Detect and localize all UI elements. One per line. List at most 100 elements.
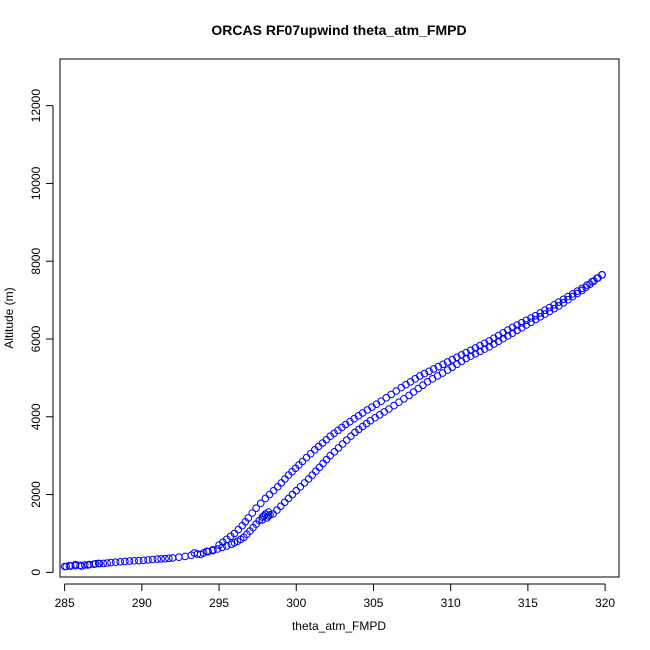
x-tick-label: 320 xyxy=(595,596,615,610)
data-point xyxy=(457,351,466,359)
data-point xyxy=(261,510,270,518)
data-point xyxy=(300,479,309,487)
chart-title: ORCAS RF07upwind theta_atm_FMPD xyxy=(211,22,466,38)
data-point xyxy=(161,554,169,563)
data-point xyxy=(139,556,148,565)
y-tick-label: 6000 xyxy=(29,325,43,352)
data-point xyxy=(153,555,162,563)
data-point xyxy=(588,277,596,286)
x-axis-label: theta_atm_FMPD xyxy=(292,619,386,633)
data-point xyxy=(90,560,98,568)
data-point xyxy=(296,482,305,491)
data-point xyxy=(302,453,311,462)
data-point xyxy=(527,314,535,322)
data-point xyxy=(390,401,398,410)
data-point xyxy=(238,521,247,530)
data-point xyxy=(111,558,120,567)
data-point xyxy=(209,545,217,554)
x-axis: 285 290 295 300 305 310 315 320 xyxy=(55,583,615,610)
data-point xyxy=(434,362,443,371)
data-point xyxy=(168,554,177,562)
data-point xyxy=(103,559,111,567)
plot-frame xyxy=(59,58,620,578)
data-point xyxy=(277,502,285,511)
data-point xyxy=(60,562,69,571)
data-point xyxy=(269,510,277,518)
data-point xyxy=(429,365,438,373)
data-point xyxy=(248,509,257,517)
data-point xyxy=(382,394,391,402)
data-point xyxy=(405,391,413,400)
data-point xyxy=(439,360,447,369)
data-point xyxy=(400,394,408,403)
data-point xyxy=(392,387,401,395)
y-axis: 0 2000 4000 6000 8000 10000 12000 xyxy=(29,89,54,576)
data-point xyxy=(258,516,267,524)
data-point xyxy=(397,383,406,392)
data-point xyxy=(144,556,152,564)
data-point xyxy=(234,525,243,534)
data-point xyxy=(218,543,226,552)
data-point xyxy=(310,446,319,454)
data-point xyxy=(531,311,540,320)
data-point xyxy=(288,490,297,499)
data-point xyxy=(448,355,457,364)
data-point xyxy=(513,321,521,329)
data-point xyxy=(165,554,173,563)
data-point xyxy=(480,339,489,348)
data-point xyxy=(485,337,494,345)
data-point xyxy=(522,316,531,325)
data-point xyxy=(420,369,429,378)
data-point xyxy=(443,358,452,366)
data-point xyxy=(196,550,205,559)
data-point xyxy=(134,556,143,565)
data-point xyxy=(466,346,475,355)
data-point xyxy=(261,494,270,503)
y-tick-label: 2000 xyxy=(29,481,43,508)
data-point xyxy=(148,555,157,564)
data-point xyxy=(222,542,231,550)
data-point xyxy=(116,558,125,566)
data-point xyxy=(387,390,396,399)
data-point xyxy=(342,436,351,444)
data-point xyxy=(351,428,359,437)
data-point xyxy=(256,499,265,508)
data-point xyxy=(252,504,260,512)
x-tick-label: 310 xyxy=(441,596,461,610)
data-point xyxy=(598,271,606,279)
data-point xyxy=(284,494,293,503)
data-point xyxy=(347,432,355,441)
data-point xyxy=(121,557,129,566)
data-point xyxy=(330,447,339,456)
data-point xyxy=(280,498,289,507)
data-point xyxy=(157,555,165,563)
y-tick-label: 12000 xyxy=(29,89,43,123)
x-tick-label: 295 xyxy=(209,596,229,610)
y-tick-label: 0 xyxy=(29,569,43,576)
data-point xyxy=(269,486,278,495)
data-point xyxy=(338,440,347,448)
x-tick-label: 290 xyxy=(132,596,152,610)
x-tick-label: 285 xyxy=(55,596,75,610)
x-tick-label: 300 xyxy=(286,596,306,610)
data-point xyxy=(462,348,470,357)
data-point xyxy=(425,367,433,376)
data-point xyxy=(213,545,222,553)
y-tick-label: 10000 xyxy=(29,166,43,200)
y-tick-label: 4000 xyxy=(29,403,43,430)
data-point xyxy=(125,557,134,565)
data-point xyxy=(265,490,274,499)
data-point xyxy=(593,274,601,283)
data-point xyxy=(227,540,236,549)
data-point xyxy=(273,482,282,491)
y-tick-label: 8000 xyxy=(29,248,43,275)
x-tick-label: 315 xyxy=(518,596,538,610)
data-point xyxy=(395,398,403,406)
data-point xyxy=(476,341,484,350)
data-point xyxy=(99,559,108,568)
data-point xyxy=(94,559,103,568)
data-points xyxy=(60,271,606,571)
data-point xyxy=(517,318,526,327)
